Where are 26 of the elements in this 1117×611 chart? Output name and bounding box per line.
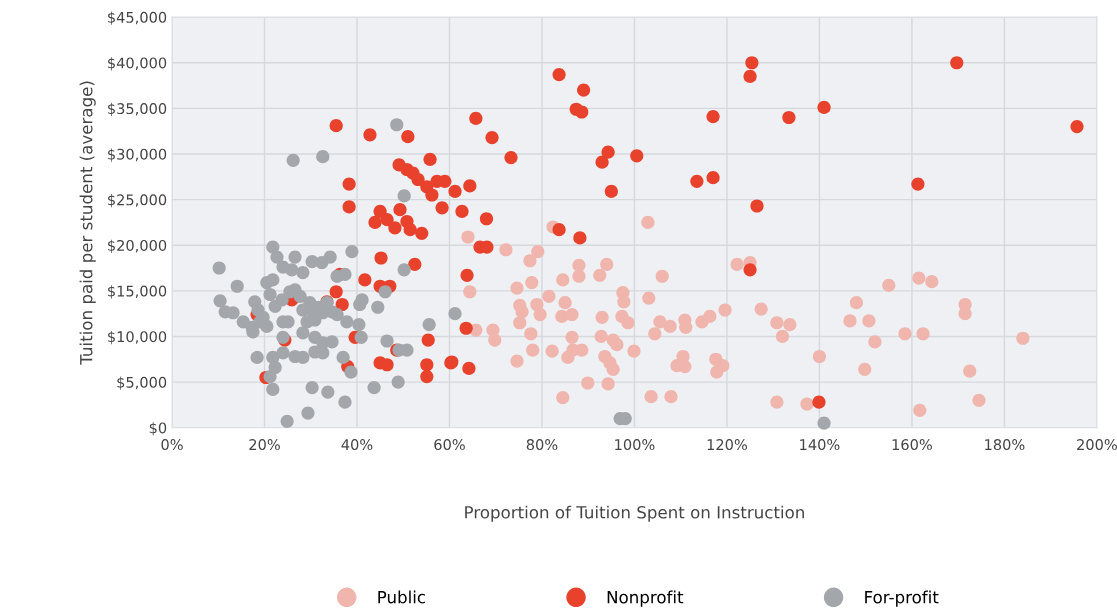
x-tick-label: 40% xyxy=(341,439,373,451)
x-tick-label: 180% xyxy=(985,439,1025,451)
x-tick-label: 160% xyxy=(892,439,932,451)
y-tick-label: $0 xyxy=(149,422,167,436)
legend-label: For-profit xyxy=(865,590,939,607)
legend-label: Nonprofit xyxy=(607,590,684,607)
y-tick-label: $20,000 xyxy=(108,239,167,253)
x-tick-label: 200% xyxy=(1077,439,1117,451)
x-axis-title: Proportion of Tuition Spent on Instruction xyxy=(465,505,804,522)
y-tick-label: $30,000 xyxy=(108,148,167,162)
x-tick-label: 80% xyxy=(526,439,558,451)
x-tick-label: 20% xyxy=(249,439,280,451)
y-tick-label: $40,000 xyxy=(108,57,167,71)
y-tick-label: $45,000 xyxy=(108,11,167,25)
x-tick-label: 100% xyxy=(615,439,655,451)
x-tick-label: 0% xyxy=(161,439,183,451)
y-tick-label: $15,000 xyxy=(108,285,167,299)
y-axis-title: Tuition paid per student (average) xyxy=(79,81,96,365)
x-tick-label: 140% xyxy=(800,439,840,451)
y-tick-label: $5,000 xyxy=(117,376,167,390)
legend-label: Public xyxy=(378,590,426,604)
x-tick-label: 60% xyxy=(434,439,465,451)
y-tick-label: $10,000 xyxy=(108,330,167,345)
x-tick-label: 120% xyxy=(707,439,747,451)
y-tick-label: $35,000 xyxy=(108,102,167,117)
y-tick-label: $25,000 xyxy=(108,194,167,208)
